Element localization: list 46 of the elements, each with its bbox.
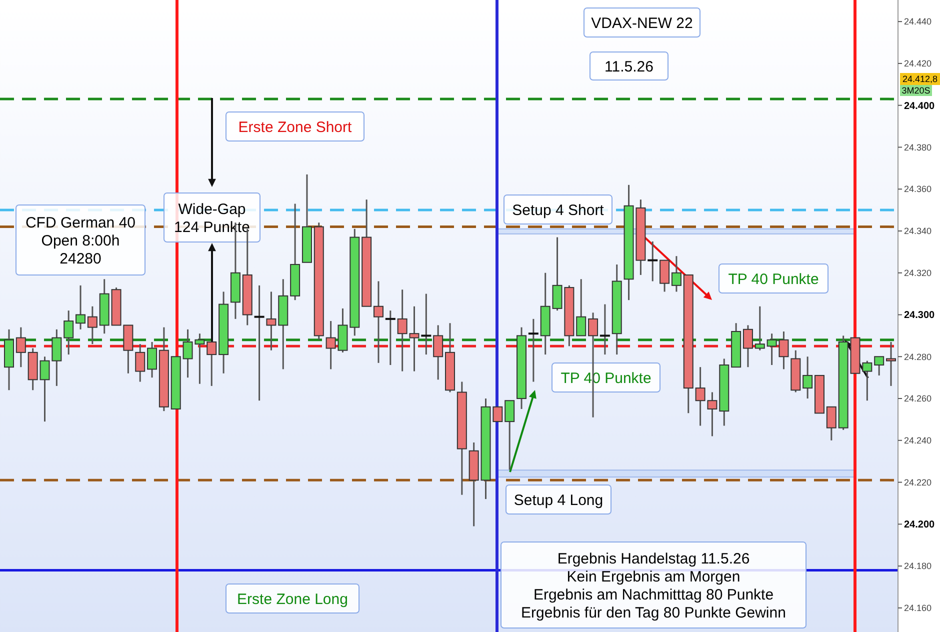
y-tick-label: 24.240 <box>904 436 932 446</box>
candlestick <box>16 326 26 368</box>
annotation: VDAX-NEW 22 <box>591 14 693 32</box>
candlestick <box>671 255 682 292</box>
candlestick <box>862 360 872 402</box>
y-tick-label: 24.360 <box>904 184 932 194</box>
candlestick <box>886 341 896 387</box>
annotation: Erste Zone Short <box>238 118 353 136</box>
candlestick <box>802 356 813 400</box>
y-tick-label: 24.300 <box>904 310 936 322</box>
candlestick <box>266 290 276 352</box>
candlestick <box>64 310 74 356</box>
annotation: Setup 4 Short <box>512 202 605 219</box>
y-tick-label: 24.380 <box>904 142 932 152</box>
candlestick <box>576 278 586 336</box>
candlestick <box>742 324 753 368</box>
y-tick-label: 24.420 <box>904 58 932 69</box>
text: 24.412,8 <box>902 74 938 84</box>
candlestick <box>660 260 670 292</box>
y-tick-label: 24.200 <box>904 520 936 531</box>
annotation: Ergebnis Handelstag 11.5.26 Kein Ergebnis am Morgen Ergebnis am Nachmitttag 80 Punkte Ergebnis für den Tag 80 Punkte Gewinn <box>521 550 786 622</box>
annotation: TP 40 Punkte <box>728 270 819 288</box>
y-tick-label: 24.400 <box>904 100 936 112</box>
candlestick <box>504 400 515 470</box>
y-tick-label: 24.320 <box>904 268 932 278</box>
annotation: 11.5.26 <box>604 58 654 76</box>
candlestick <box>373 280 384 364</box>
y-tick-label: 24.180 <box>904 561 932 572</box>
y-tick-label: 24.440 <box>904 16 932 27</box>
candlestick <box>826 406 836 442</box>
annotation: Erste Zone Long <box>237 590 348 608</box>
y-tick-label: 24.220 <box>904 477 932 488</box>
candlestick <box>87 306 98 345</box>
candlestick <box>135 343 146 383</box>
y-tick-label: 24.260 <box>904 394 932 404</box>
annotation: Setup 4 Long <box>514 492 604 509</box>
candlestick <box>147 341 158 378</box>
candlestick <box>433 324 444 380</box>
y-tick-label: 24.160 <box>904 603 932 614</box>
y-tick-label: 24.280 <box>904 352 932 362</box>
annotation: CFD German 40 Open 8:00h 24280 <box>25 214 136 268</box>
candlestick <box>874 356 884 376</box>
candlestick <box>76 284 86 330</box>
candlestick <box>754 306 765 352</box>
y-tick-label: 24.340 <box>904 226 932 236</box>
text: 3M20S <box>902 86 930 96</box>
